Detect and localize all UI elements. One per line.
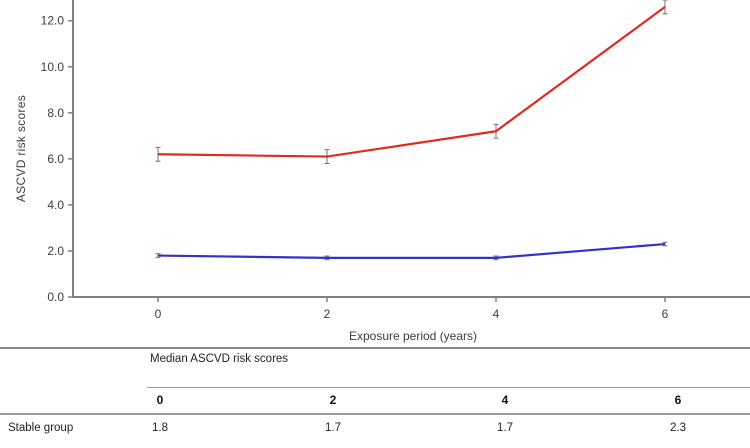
table-header-divider bbox=[0, 413, 750, 415]
y-tick-label: 6.0 bbox=[47, 152, 64, 166]
x-axis-title: Exposure period (years) bbox=[348, 329, 478, 343]
table-top-border bbox=[0, 347, 750, 349]
table-row-label: Stable group bbox=[8, 422, 74, 434]
y-tick-label: 4.0 bbox=[47, 198, 64, 212]
y-axis-title-text: ASCVD risk scores bbox=[14, 94, 28, 203]
x-tick-label: 4 bbox=[493, 307, 500, 321]
x-tick-label: 6 bbox=[662, 307, 669, 321]
blue-line bbox=[157, 242, 666, 259]
table-header-underline bbox=[147, 387, 750, 388]
table-column-header: 0 bbox=[156, 393, 164, 407]
table-spanning-header: Median ASCVD risk scores bbox=[150, 353, 289, 365]
x-tick-label: 2 bbox=[324, 307, 331, 321]
table-cell: 1.7 bbox=[497, 422, 513, 434]
table-column-header: 2 bbox=[329, 393, 337, 407]
y-tick-label: 10.0 bbox=[41, 60, 65, 74]
table-column-header: 4 bbox=[501, 393, 509, 407]
y-axis-title: ASCVD risk scores bbox=[12, 0, 30, 297]
x-tick-label: 0 bbox=[155, 307, 162, 321]
red-line bbox=[157, 6, 666, 158]
table-cell: 2.3 bbox=[670, 422, 686, 434]
y-tick-label: 12.0 bbox=[41, 14, 65, 28]
table-column-header: 6 bbox=[674, 393, 682, 407]
table-cell: 1.7 bbox=[325, 422, 341, 434]
table-cell: 1.8 bbox=[152, 422, 168, 434]
y-tick-label: 2.0 bbox=[47, 244, 64, 258]
y-tick-label: 0.0 bbox=[47, 290, 64, 304]
chart-canvas: 0.0 2.0 4.0 6.0 8.0 10.0 12.0 0 2 4 6 bbox=[41, 0, 750, 321]
y-tick-label: 8.0 bbox=[47, 106, 64, 120]
